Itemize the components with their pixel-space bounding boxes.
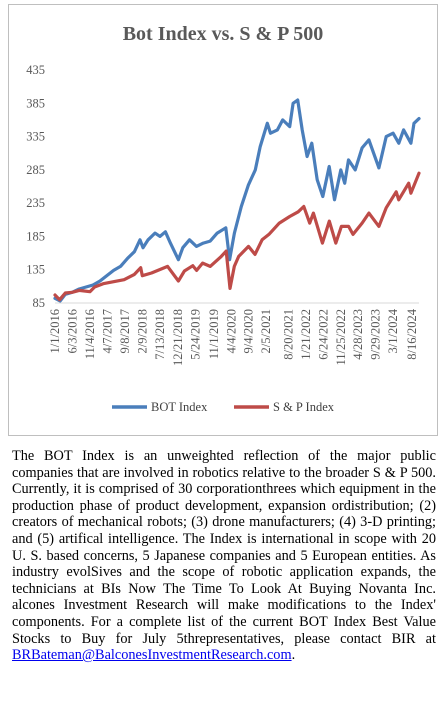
x-tick-label: 9/4/2020 xyxy=(242,309,256,353)
x-tick-label: 1/1/2016 xyxy=(48,309,62,353)
description-end: . xyxy=(291,647,296,664)
chart-title: Bot Index vs. S & P 500 xyxy=(122,23,324,45)
x-tick-label: 8/20/2021 xyxy=(281,309,295,360)
x-tick-label: 7/13/2018 xyxy=(153,309,167,360)
x-tick-label: 11/4/2016 xyxy=(83,309,97,359)
x-tick-label: 5/24/2019 xyxy=(188,309,202,360)
y-tick-label: 85 xyxy=(33,296,46,310)
x-tick-label: 9/29/2023 xyxy=(369,309,383,360)
line-chart: 85 135 185 235 285 335 385 435 1/1/2016 6/3/2016 1… xyxy=(26,63,421,414)
y-tick-label: 435 xyxy=(26,63,45,77)
description-text: The BOT Index is an unweighted reflectio… xyxy=(12,448,436,647)
y-tick-label: 185 xyxy=(26,229,45,243)
x-tick-label: 9/8/2017 xyxy=(118,309,132,353)
x-tick-label: 11/1/2019 xyxy=(207,309,221,359)
x-tick-label: 8/16/2024 xyxy=(405,308,419,359)
chart-container: Bot Index vs. S & P 500 85 135 185 235 285 33… xyxy=(8,4,438,436)
y-tick-label: 135 xyxy=(26,263,45,277)
y-tick-label: 335 xyxy=(26,130,45,144)
x-tick-label: 6/3/2016 xyxy=(65,309,79,353)
description-paragraph: The BOT Index is an unweighted reflectio… xyxy=(12,448,436,664)
x-tick-label: 11/25/2022 xyxy=(334,309,348,365)
contact-email-link[interactable]: BRBateman@BalconesInvestmentResearch.com xyxy=(12,647,292,664)
series-line-bot-index xyxy=(53,98,421,303)
x-tick-label: 1/21/2022 xyxy=(299,309,313,360)
x-tick-label: 6/24/2022 xyxy=(316,309,330,360)
x-tick-label: 3/1/2024 xyxy=(386,308,400,353)
x-tick-label: 2/5/2021 xyxy=(259,309,273,353)
y-tick-label: 285 xyxy=(26,163,45,177)
legend-label: BOT Index xyxy=(151,400,208,414)
legend-label: S & P Index xyxy=(273,400,335,414)
y-tick-label: 235 xyxy=(26,196,45,210)
x-tick-label: 12/21/2018 xyxy=(171,309,185,366)
y-tick-label: 385 xyxy=(26,96,45,110)
x-tick-label: 2/9/2018 xyxy=(135,309,149,353)
x-tick-label: 4/7/2017 xyxy=(100,309,114,353)
x-tick-label: 4/4/2020 xyxy=(224,309,238,353)
x-tick-label: 4/28/2023 xyxy=(351,309,365,360)
series-line-s-p-index xyxy=(53,171,421,302)
